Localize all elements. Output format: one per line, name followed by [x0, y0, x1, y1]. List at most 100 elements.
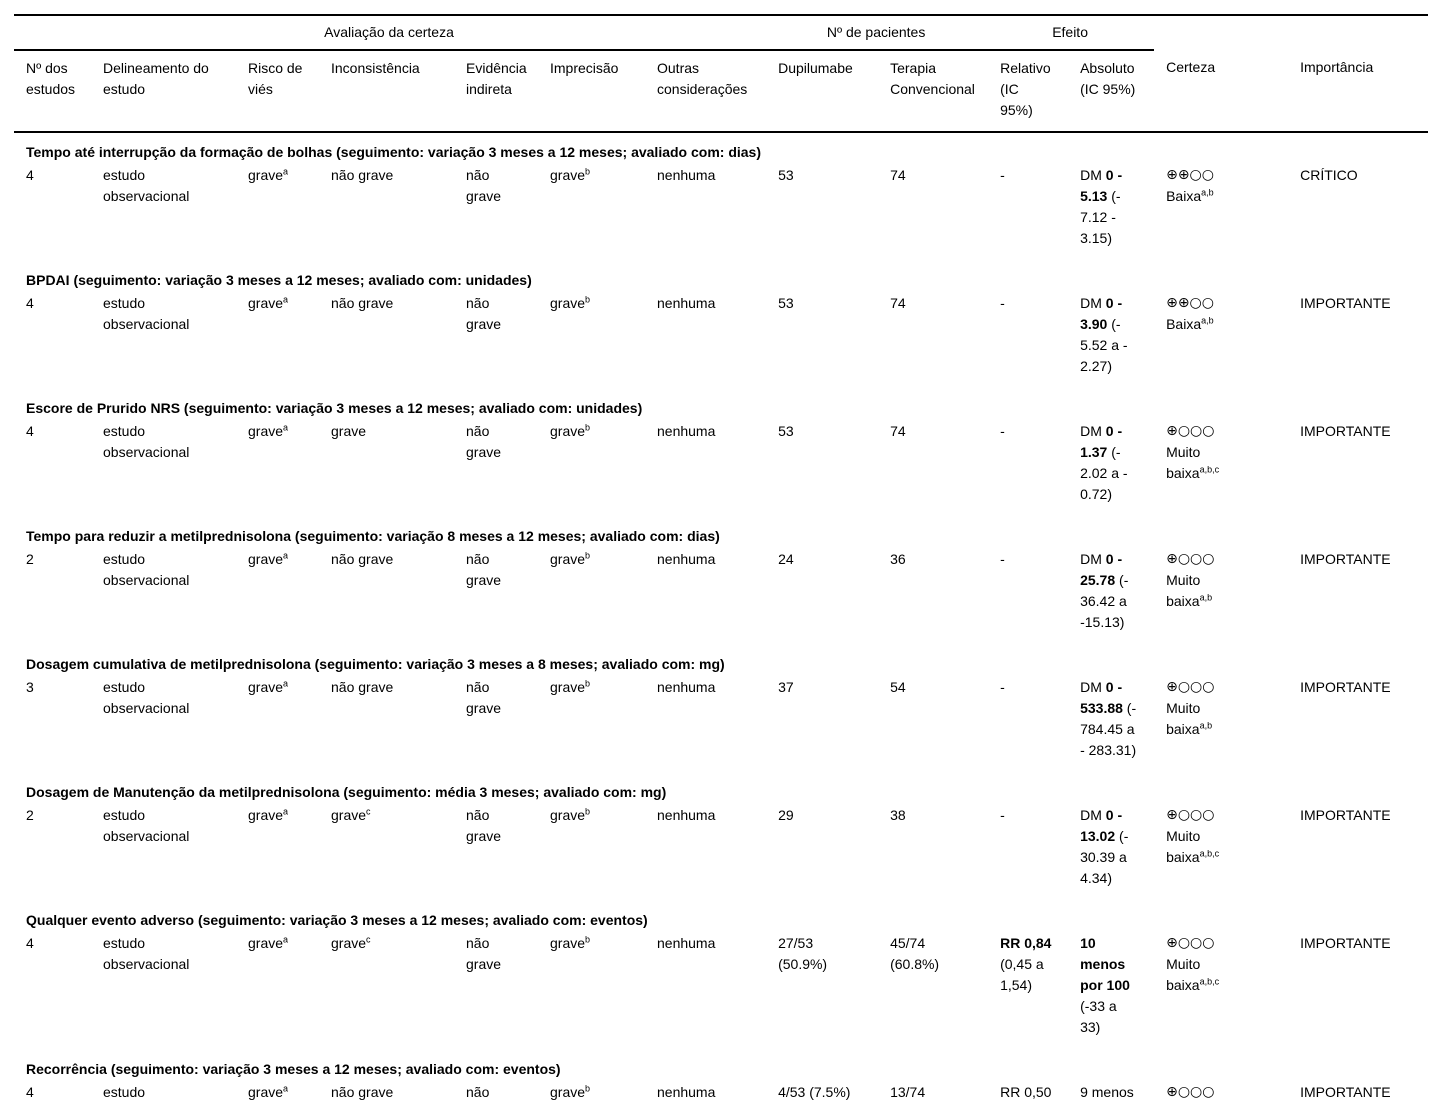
cell-other-considerations: nenhuma [657, 1084, 716, 1100]
cell-design: estudo observacional [103, 167, 190, 204]
cell-indirectness: não grave [466, 423, 502, 460]
cell-importance: IMPORTANTE [1300, 807, 1391, 823]
cell-conventional-therapy: 36 [890, 551, 906, 567]
outcome-section-header-row: Tempo para reduzir a metilprednisolona (… [14, 517, 1428, 547]
table-row: 4 estudo observacional gravea não grave … [14, 163, 1428, 261]
cell-certainty: ⊕⊕○○ Baixaa,b [1154, 163, 1288, 261]
cell-risk-of-bias: gravea [248, 422, 289, 439]
cell-importance: IMPORTANTE [1300, 935, 1391, 951]
cell-inconsistency: gravec [331, 806, 371, 823]
grade-certainty-symbols-icon: ⊕○○○ [1166, 935, 1215, 951]
cell-design: estudo observacional [103, 807, 190, 844]
cell-importance: IMPORTANTE [1300, 295, 1391, 311]
cell-imprecision: graveb [550, 550, 591, 567]
certainty-footnote-sup: a,b,c [1199, 848, 1220, 859]
certainty-footnote-sup: a,b,c [1199, 976, 1220, 987]
cell-conventional-therapy: 74 [890, 167, 906, 183]
certainty-content: ⊕○○○ Muito baixaa,b,c [1166, 805, 1230, 868]
grade-certainty-symbols-icon: ⊕○○○ [1166, 679, 1215, 695]
cell-design: estudo observacional [103, 1084, 146, 1100]
cell-conventional-therapy: 38 [890, 807, 906, 823]
cell-inconsistency: não grave [331, 679, 394, 695]
cell-design: estudo observacional [103, 679, 190, 716]
cell-design: estudo observacional [103, 423, 190, 460]
outcome-section-header-row: Dosagem cumulativa de metilprednisolona … [14, 645, 1428, 675]
cell-indirectness: não grave [466, 679, 502, 716]
certainty-footnote-sup: a,b [1201, 315, 1214, 326]
cell-n-studies: 2 [26, 551, 34, 567]
cell-n-studies: 4 [26, 423, 34, 439]
cell-risk-of-bias: gravea [248, 806, 289, 823]
column-header-dupilumab: Dupilumabe [766, 50, 879, 133]
column-header-importance: Importância [1288, 50, 1429, 133]
cell-n-studies: 4 [26, 167, 34, 183]
cell-indirectness: não grave [466, 167, 502, 204]
cell-n-studies: 3 [26, 679, 34, 695]
grade-certainty-symbols-icon: ⊕○○○ [1166, 423, 1215, 439]
cell-design: estudo observacional [103, 551, 190, 588]
cell-n-studies: 4 [26, 935, 34, 951]
cell-relative-effect: RR 0,84 (0,45 a 1,54) [1000, 935, 1052, 993]
group-header-certainty-assessment: Avaliação da certeza [14, 15, 767, 51]
cell-dupilumab: 29 [778, 807, 794, 823]
cell-inconsistency: não grave [331, 551, 394, 567]
certainty-content: ⊕○○○ Muito baixaa,b,c [1166, 933, 1230, 996]
cell-importance: IMPORTANTE [1300, 423, 1391, 439]
group-header-row: Avaliação da certeza Nº de pacientes Efe… [14, 15, 1428, 51]
cell-absolute-effect: DM 0 - 5.13 (- 7.12 - 3.15) [1080, 167, 1123, 246]
cell-n-studies: 4 [26, 1084, 34, 1100]
cell-certainty: ⊕○○○ Muito baixaa,b [1154, 547, 1288, 645]
cell-other-considerations: nenhuma [657, 423, 716, 439]
column-header-conventional-therapy: Terapia Convencional [878, 50, 989, 133]
outcome-title: Dosagem de Manutenção da metilprednisolo… [26, 784, 667, 800]
cell-absolute-effect: DM 0 - 533.88 (- 784.45 a - 283.31) [1080, 679, 1137, 758]
cell-imprecision: graveb [550, 934, 591, 951]
outcome-title: Escore de Prurido NRS (seguimento: varia… [26, 400, 643, 416]
cell-n-studies: 4 [26, 295, 34, 311]
cell-risk-of-bias: gravea [248, 678, 289, 695]
certainty-label: Muito baixa [1166, 572, 1201, 609]
cell-dupilumab: 53 [778, 423, 794, 439]
column-header-n-studies: Nº dos estudos [14, 50, 91, 133]
grade-evidence-table: Avaliação da certeza Nº de pacientes Efe… [14, 14, 1429, 1101]
cell-conventional-therapy: 74 [890, 423, 906, 439]
group-header-patients: Nº de pacientes [766, 15, 989, 51]
cell-risk-of-bias: gravea [248, 550, 289, 567]
table-row: 2 estudo observacional gravea não grave … [14, 547, 1428, 645]
table-row: 4 estudo observacional gravea não grave … [14, 1080, 1428, 1101]
cell-certainty: ⊕⊕○○ Baixaa,b [1154, 291, 1288, 389]
cell-relative-effect: RR 0,50 (0,19 a 1,36) [1000, 1084, 1052, 1100]
cell-risk-of-bias: gravea [248, 166, 289, 183]
cell-importance: IMPORTANTE [1300, 1084, 1391, 1100]
cell-absolute-effect: 9 menos por 100 (- 14 a 6) [1080, 1084, 1134, 1100]
cell-imprecision: graveb [550, 678, 591, 695]
cell-dupilumab: 37 [778, 679, 794, 695]
cell-importance: IMPORTANTE [1300, 679, 1391, 695]
outcome-section-header-row: Recorrência (seguimento: variação 3 mese… [14, 1050, 1428, 1080]
cell-dupilumab: 4/53 (7.5%) [778, 1084, 851, 1100]
grade-certainty-symbols-icon: ⊕⊕○○ [1166, 295, 1214, 311]
cell-importance: CRÍTICO [1300, 167, 1358, 183]
certainty-label: Muito baixa [1166, 444, 1201, 481]
certainty-content: ⊕○○○ Muito baixaa,b [1166, 677, 1230, 740]
table-row: 3 estudo observacional gravea não grave … [14, 675, 1428, 773]
grade-certainty-symbols-icon: ⊕○○○ [1166, 807, 1215, 823]
column-header-inconsistency: Inconsistência [319, 50, 454, 133]
outcome-section-header-row: Dosagem de Manutenção da metilprednisolo… [14, 773, 1428, 803]
cell-inconsistency: não grave [331, 167, 394, 183]
certainty-label: Muito baixa [1166, 700, 1201, 737]
cell-n-studies: 2 [26, 807, 34, 823]
column-header-indirectness: Evidência indireta [454, 50, 538, 133]
cell-absolute-effect: DM 0 - 25.78 (- 36.42 a -15.13) [1080, 551, 1129, 630]
cell-certainty: ⊕○○○ Muito baixaa,b [1154, 1080, 1288, 1101]
cell-design: estudo observacional [103, 295, 190, 332]
cell-dupilumab: 24 [778, 551, 794, 567]
cell-absolute-effect: DM 0 - 13.02 (- 30.39 a 4.34) [1080, 807, 1129, 886]
outcome-title: Dosagem cumulativa de metilprednisolona … [26, 656, 725, 672]
cell-absolute-effect: DM 0 - 1.37 (- 2.02 a - 0.72) [1080, 423, 1128, 502]
cell-certainty: ⊕○○○ Muito baixaa,b [1154, 675, 1288, 773]
cell-inconsistency: grave [331, 423, 367, 439]
cell-other-considerations: nenhuma [657, 167, 716, 183]
cell-dupilumab: 27/53 (50.9%) [778, 935, 828, 972]
table-row: 4 estudo observacional gravea grave não … [14, 419, 1428, 517]
